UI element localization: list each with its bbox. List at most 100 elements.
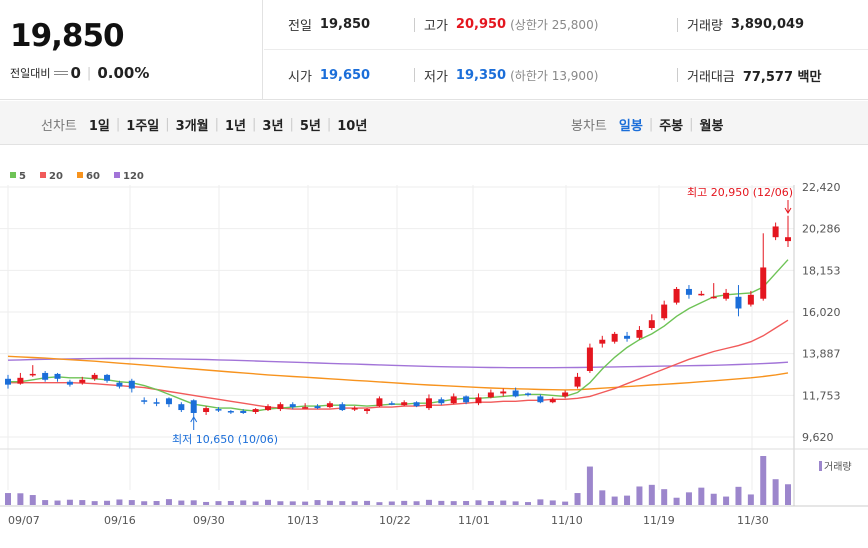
candle-weekly[interactable]: 주봉 (659, 119, 684, 134)
volume-bar (5, 493, 11, 505)
lower-limit: (하한가 13,900) (510, 68, 599, 83)
prev-close-cell: 전일 19,850 (288, 17, 371, 34)
candle-body (747, 294, 754, 305)
volume-bar (512, 501, 519, 505)
volume-bar (673, 497, 680, 505)
volume-bar (215, 501, 222, 505)
volume-bar (685, 492, 692, 505)
prev-close-label: 전일 (288, 19, 312, 34)
candle-body (91, 374, 98, 379)
volume-bar (413, 501, 420, 505)
volume-bar (785, 484, 791, 505)
candle-body (549, 399, 556, 403)
volume-bar (178, 500, 185, 505)
candle-body (648, 320, 655, 329)
candle-body (500, 391, 507, 394)
info-row-1: 전일 19,850 고가 20,950 (상한가 25,800) 거래량 3,8… (264, 0, 868, 50)
volume-bar (624, 495, 631, 505)
high-cell: 고가 20,950 (상한가 25,800) (414, 17, 598, 34)
y-tick-label: 9,620 (802, 431, 834, 444)
line-chart-periods: 선차트 1일 | 1주일 | 3개월 | 1년 | 3년 | 5년 | 10년 (41, 115, 367, 134)
candle-daily[interactable]: 일봉 (618, 119, 643, 134)
period-5y[interactable]: 5년 (299, 119, 321, 134)
candle-body (302, 407, 309, 409)
candle-body (141, 400, 148, 402)
candle-body (265, 406, 271, 411)
candle-body (215, 409, 222, 411)
candle-body (512, 390, 519, 397)
x-tick-label: 10/22 (379, 514, 411, 527)
current-price: 19,850 (10, 18, 125, 54)
divider: | (214, 117, 220, 132)
legend-label: 5 (19, 171, 26, 182)
candle-body (227, 411, 234, 413)
x-tick-label: 09/30 (193, 514, 225, 527)
volume-bar (747, 494, 754, 505)
period-1d[interactable]: 1일 (88, 119, 110, 134)
divider: | (115, 117, 121, 132)
legend-label: 60 (86, 171, 100, 182)
candle-body (153, 402, 160, 404)
period-10y[interactable]: 10년 (337, 119, 368, 134)
candle-body (240, 411, 247, 413)
candle-body (401, 402, 408, 406)
change-label: 전일대비 (10, 67, 51, 80)
volume-value: 3,890,049 (730, 17, 805, 32)
prev-close-value: 19,850 (319, 17, 371, 32)
volume-bar (760, 456, 767, 505)
period-3y[interactable]: 3년 (262, 119, 284, 134)
candle-body (599, 339, 606, 344)
volume-legend-label: 거래량 (824, 461, 852, 473)
volume-bar (203, 501, 210, 505)
candle-body (314, 406, 321, 409)
candle-body (289, 404, 296, 408)
y-tick-label: 22,420 (802, 181, 841, 194)
y-tick-label: 13,887 (802, 348, 841, 361)
info-row-2: 시가 19,650 저가 19,350 (하한가 13,900) 거래대금 77… (264, 50, 868, 100)
y-tick-label: 20,286 (802, 223, 841, 236)
period-1w[interactable]: 1주일 (126, 119, 160, 134)
period-3m[interactable]: 3개월 (175, 119, 209, 134)
candle-body (673, 288, 680, 303)
candle-chart-label: 봉차트 (571, 119, 607, 134)
volume-bar (574, 493, 581, 505)
divider: | (326, 117, 332, 132)
ma120-line (7, 357, 789, 369)
candle-monthly[interactable]: 월봉 (699, 119, 724, 134)
y-tick-label: 18,153 (802, 264, 841, 277)
x-tick-label: 11/10 (551, 514, 583, 527)
legend-label: 120 (123, 171, 144, 182)
candle-body (5, 378, 11, 385)
candle-body (165, 398, 172, 405)
volume-bar (190, 500, 197, 505)
candle-body (685, 288, 692, 295)
period-1y[interactable]: 1년 (225, 119, 247, 134)
volume-bar (364, 500, 371, 505)
candle-body (785, 237, 791, 242)
candle-body (339, 404, 346, 411)
volume-bar (265, 499, 271, 505)
volume-bar (66, 499, 73, 505)
volume-bar (772, 479, 779, 505)
volume-bar (376, 502, 383, 505)
volume-bar (661, 489, 668, 505)
candle-body (574, 376, 581, 387)
divider: | (165, 117, 170, 132)
legend-label: 20 (49, 171, 63, 182)
volume-bar (636, 486, 643, 505)
candle-body (525, 393, 531, 395)
volume-bar (586, 466, 593, 505)
volume-bar (153, 501, 160, 505)
high-arrow-head (784, 207, 792, 214)
candle-body (252, 409, 259, 412)
open-value: 19,650 (319, 67, 371, 83)
volume-bar (525, 502, 531, 505)
candle-body (611, 333, 618, 342)
volume-bar (289, 501, 296, 505)
candle-body (450, 396, 457, 404)
legend-swatch (10, 172, 16, 178)
divider: | (289, 117, 294, 132)
volume-bar (165, 499, 172, 505)
low-annotation: 최저 10,650 (10/06) (172, 433, 278, 446)
volume-bar (240, 500, 247, 505)
